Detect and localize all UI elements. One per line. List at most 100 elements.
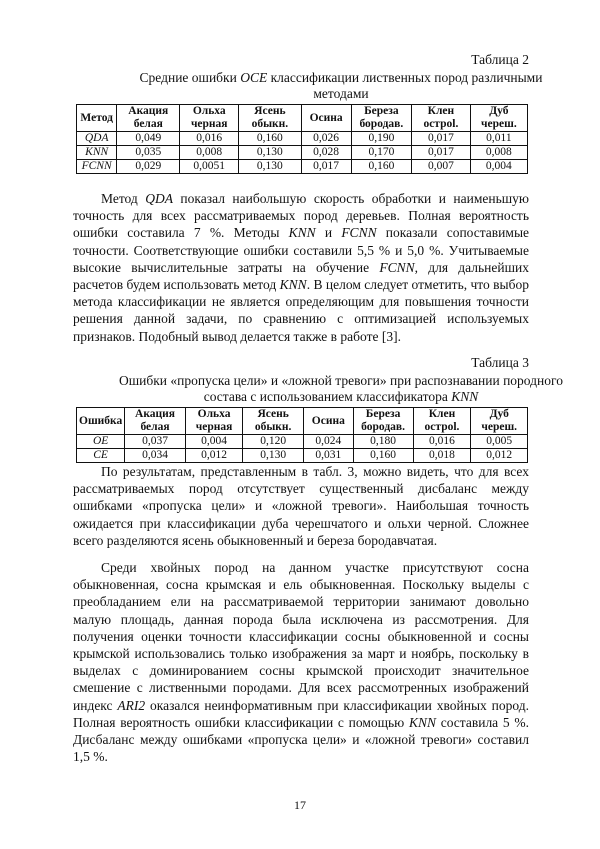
table: Метод Акация белая Ольха черная Ясень обыкн. Ос… <box>75 104 529 174</box>
cell: 0,120 <box>242 434 304 449</box>
table-label: Таблица 2 <box>471 52 529 67</box>
cell: 0,012 <box>470 448 528 463</box>
cell: 0,130 <box>238 159 302 174</box>
row: CE 0,034 0,012 0,130 0,031 0,160 0,018 0,012 <box>75 448 528 463</box>
header-cell: Дуб череш. <box>470 407 528 435</box>
italic-term: OCE <box>240 70 268 85</box>
header-text: Осина <box>311 414 345 427</box>
header-text: черная <box>190 118 228 130</box>
table-title: Ошибки «пропуска цели» и «ложной тревоги… <box>73 373 600 405</box>
header-row: Ошибка Акация белая Ольха черная Ясень обыкн. О… <box>75 407 528 435</box>
header-text: череш. <box>481 118 517 130</box>
header-text: Береза <box>365 408 401 420</box>
header-cell: Осина <box>302 407 354 435</box>
cell: 0,029 <box>116 159 181 174</box>
cell: 0,008 <box>179 145 240 160</box>
cell: 0,004 <box>469 159 529 174</box>
row: QDA 0,049 0,016 0,160 0,026 0,190 0,017 0,011 <box>75 131 529 146</box>
cell: 0,007 <box>411 159 471 174</box>
cell: QDA <box>75 131 118 146</box>
header-cell: Ольха черная <box>184 407 244 435</box>
cell: 0,160 <box>352 448 414 463</box>
italic-term: QDA <box>145 191 173 206</box>
header-cell: Береза бородав. <box>350 104 413 132</box>
table-title: Средние ошибки OCE классификации листвен… <box>73 70 600 102</box>
cell: 0,031 <box>302 448 354 463</box>
cell: 0,008 <box>469 145 529 160</box>
italic-term: KNN <box>288 225 316 241</box>
header-text: череш. <box>481 421 518 433</box>
text-run: . В целом следует отметить, что выбор ме… <box>73 277 529 344</box>
paragraph: Среди хвойных пород на данном участке пр… <box>73 559 529 765</box>
header-text: Метод <box>80 111 113 124</box>
header-text: Ольха <box>197 408 231 420</box>
header-cell: Береза бородав. <box>352 407 414 435</box>
table: Ошибка Акация белая Ольха черная Ясень обыкн. О… <box>75 407 528 463</box>
header-text: Ошибка <box>79 414 123 427</box>
header-text: Береза <box>364 105 399 117</box>
text-run: классификации лиственных пород различным… <box>267 70 543 101</box>
row: KNN 0,035 0,008 0,130 0,028 0,170 0,017 0,008 <box>75 145 529 160</box>
header-text: Ясень <box>254 105 286 117</box>
table-label: Таблица 3 <box>471 355 529 370</box>
cell: 0,005 <box>470 434 528 449</box>
text-run: и <box>315 225 342 241</box>
cell: 0,018 <box>412 448 472 463</box>
header-text: Осина <box>309 111 343 124</box>
cell: 0,016 <box>179 131 240 146</box>
cell: 0,016 <box>412 434 472 449</box>
header-text: Дуб <box>489 105 509 117</box>
paragraph: Метод QDA показал наибольшую скорость об… <box>73 190 529 345</box>
cell: 0,017 <box>411 131 471 146</box>
cell: 0,017 <box>300 159 352 174</box>
header-text: бородав. <box>361 421 405 433</box>
header-text: Ясень <box>257 408 289 420</box>
cell: 0,011 <box>469 131 529 146</box>
cell: 0,017 <box>411 145 471 160</box>
header-row: Метод Акация белая Ольха черная Ясень обыкн. Ос… <box>75 104 529 132</box>
text-run: Ошибки «пропуска цели» и «ложной тревоги… <box>119 373 563 404</box>
paragraph: По результатам, представленным в табл. 3… <box>73 463 529 549</box>
header-cell: Ясень обыкн. <box>238 104 302 132</box>
cell: 0,130 <box>238 145 302 160</box>
cell: 0,180 <box>352 434 414 449</box>
cell: KNN <box>75 145 118 160</box>
cell: 0,024 <box>302 434 354 449</box>
header-text: Ольха <box>192 105 226 117</box>
header-text: белая <box>133 118 163 130</box>
cell: 0,160 <box>350 159 413 174</box>
cell: 0,035 <box>116 145 181 160</box>
cell: OE <box>75 434 126 449</box>
text-run: показали сопоставимые точности. Соответс… <box>73 225 530 275</box>
cell: 0,170 <box>350 145 413 160</box>
header-text: остроl. <box>423 118 459 130</box>
row: FCNN 0,029 0,0051 0,130 0,017 0,160 0,007 0,004 <box>75 159 529 174</box>
cell: 0,0051 <box>179 159 240 174</box>
header-cell: Ольха черная <box>179 104 240 132</box>
header-cell: Ошибка <box>75 407 126 435</box>
cell: FCNN <box>75 159 118 174</box>
text-run: По результатам, представленным в табл. 3… <box>73 464 529 548</box>
italic-term: FCNN <box>341 225 377 241</box>
page-number: 17 <box>294 798 306 812</box>
text-run: Метод <box>101 191 146 206</box>
text-run: Среди хвойных пород на данном участке пр… <box>73 560 529 713</box>
italic-term: KNN <box>279 277 307 293</box>
cell: CE <box>75 448 126 463</box>
cell: 0,026 <box>300 131 352 146</box>
header-text: Клен <box>428 408 456 420</box>
cell: 0,004 <box>184 434 244 449</box>
header-text: Акация <box>128 105 169 117</box>
cell: 0,130 <box>242 448 304 463</box>
text-run: Средние ошибки <box>139 70 241 85</box>
cell: 0,190 <box>350 131 413 146</box>
header-text: белая <box>140 421 170 433</box>
header-text: остроl. <box>424 421 460 433</box>
header-text: черная <box>195 421 233 433</box>
header-text: бородав. <box>359 118 404 130</box>
header-cell: Осина <box>300 104 352 132</box>
header-text: обыкн. <box>254 421 292 433</box>
cell: 0,160 <box>238 131 302 146</box>
header-text: обыкн. <box>251 118 289 130</box>
